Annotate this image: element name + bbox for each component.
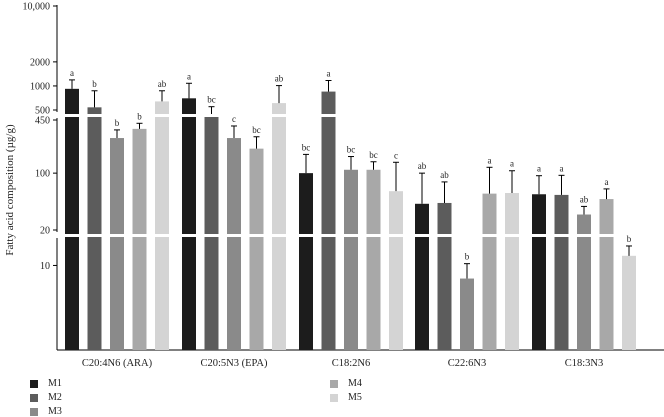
bar (204, 115, 219, 350)
significance-letter: ab (440, 170, 449, 180)
significance-letter: ab (275, 74, 284, 84)
bar (155, 101, 169, 350)
legend-swatch (330, 393, 338, 402)
legend-swatch (30, 379, 38, 388)
bar-break (58, 114, 658, 117)
y-tick-label: 10 (40, 261, 50, 272)
bar (299, 173, 313, 350)
significance-letter: ab (158, 79, 167, 89)
significance-letter: bc (369, 150, 378, 160)
significance-letter: c (232, 114, 236, 124)
y-tick-label: 450 (35, 116, 50, 127)
legend-swatch (30, 407, 38, 416)
bar (227, 138, 241, 350)
y-tick-label: 20 (40, 226, 50, 237)
legend-swatch (30, 393, 38, 402)
bar (482, 193, 497, 350)
significance-letter: b (627, 234, 632, 244)
x-tick-label: C18:2N6 (332, 358, 371, 369)
significance-letter: ab (418, 161, 427, 171)
legend-item-m3: M3 (30, 406, 62, 417)
y-tick-label: 1000 (30, 81, 50, 92)
legend-swatch (330, 379, 338, 388)
significance-letter: a (605, 177, 609, 187)
significance-letter: b (465, 252, 470, 262)
bar (505, 192, 519, 350)
x-tick-label: C20:5N3 (EPA) (201, 358, 268, 369)
significance-letter: a (537, 164, 541, 174)
bar (554, 194, 569, 350)
significance-letter: b (115, 118, 120, 128)
bar (532, 194, 546, 350)
legend-label: M1 (48, 378, 62, 389)
significance-letter: a (187, 71, 191, 81)
bar-break (58, 234, 658, 237)
bar (599, 199, 614, 350)
bar (65, 88, 79, 350)
legend-label: M5 (348, 392, 362, 403)
y-tick-label: 100 (35, 169, 50, 180)
bar (460, 278, 474, 350)
significance-letter: a (327, 68, 331, 78)
significance-letter: b (92, 79, 97, 89)
labels-layer: 10,000200010005004501002010abbbababccbca… (23, 2, 632, 370)
bar (132, 128, 147, 350)
significance-letter: bc (207, 95, 216, 105)
significance-letter: b (137, 111, 142, 121)
significance-letter: bc (252, 125, 261, 135)
bar (182, 98, 196, 350)
bar (622, 255, 636, 350)
y-axis-label: Fatty acid composition (µg/g) (4, 124, 16, 256)
bar (415, 203, 429, 350)
significance-letter: a (488, 155, 492, 165)
legend-item-m2: M2 (30, 392, 62, 403)
y-tick-label: 10,000 (23, 2, 51, 13)
significance-letter: a (560, 163, 564, 173)
bars-layer (58, 79, 658, 351)
x-tick-label: C22:6N3 (448, 358, 487, 369)
legend-item-m1: M1 (30, 378, 62, 389)
significance-letter: c (394, 150, 398, 160)
significance-letter: a (70, 68, 74, 78)
legend-label: M4 (348, 378, 362, 389)
legend-item-m4: M4 (330, 378, 362, 389)
bar (110, 138, 124, 350)
significance-letter: bc (347, 145, 356, 155)
legend-label: M2 (48, 392, 62, 403)
legend: M1 M2 M3 M4 M5 (30, 378, 430, 417)
x-tick-label: C20:4N6 (ARA) (82, 358, 153, 369)
bar (87, 107, 102, 350)
significance-letter: ab (580, 194, 589, 204)
y-tick-label: 500 (35, 106, 50, 117)
x-tick-label: C18:3N3 (565, 358, 604, 369)
bar (272, 103, 286, 350)
bar (577, 214, 591, 350)
significance-letter: a (510, 159, 514, 169)
bar (321, 91, 336, 351)
bar (344, 169, 358, 350)
legend-label: M3 (48, 406, 62, 417)
bar (389, 191, 403, 350)
bar (437, 202, 452, 350)
significance-letter: bc (302, 142, 311, 152)
y-tick-label: 2000 (30, 57, 50, 68)
legend-item-m5: M5 (330, 392, 362, 403)
bar (366, 169, 381, 350)
bar (249, 148, 264, 350)
